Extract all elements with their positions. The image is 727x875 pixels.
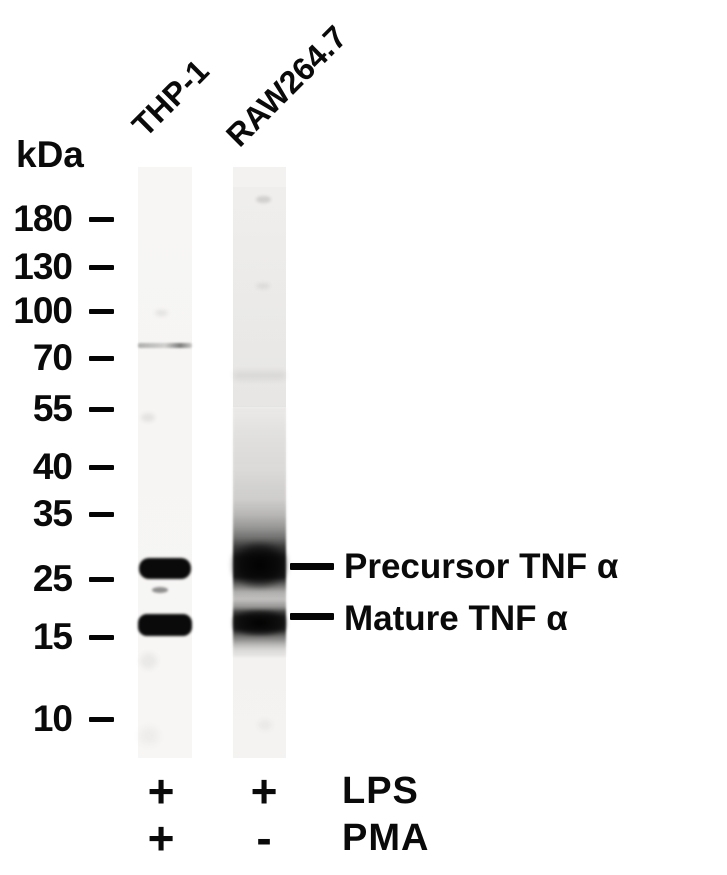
ladder-value: 100 xyxy=(13,290,73,331)
ladder-tick xyxy=(89,634,114,640)
lane-label-thp1: THP-1 xyxy=(124,52,216,144)
ladder-marker-15: 15 xyxy=(0,616,118,657)
ladder-marker-25: 25 xyxy=(0,558,118,599)
precursor-tnf-band xyxy=(231,541,288,589)
faint-spot xyxy=(155,310,168,316)
precursor-tnf-band xyxy=(139,558,191,579)
precursor-pointer-line xyxy=(290,563,334,570)
ladder-tick xyxy=(89,308,114,314)
faint-spot xyxy=(258,720,272,730)
ladder-tick xyxy=(89,264,114,270)
ladder-marker-55: 55 xyxy=(0,388,118,429)
ladder-marker-180: 180 xyxy=(0,198,118,239)
ladder-marker-40: 40 xyxy=(0,446,118,487)
mature-tnf-band xyxy=(138,614,192,636)
ladder-tick xyxy=(89,355,114,361)
ladder-marker-100: 100 xyxy=(0,290,118,331)
kda-unit-label: kDa xyxy=(16,134,84,175)
faint-nonspecific-band xyxy=(138,343,192,348)
lane-label-raw2647: RAW264.7 xyxy=(218,18,354,154)
ladder-value: 70 xyxy=(32,337,73,378)
lps-value-thp1: + xyxy=(147,765,175,817)
ladder-marker-35: 35 xyxy=(0,493,118,534)
faint-spot xyxy=(141,413,155,422)
mature-band-label: Mature TNF α xyxy=(344,599,568,638)
ladder-value: 15 xyxy=(32,616,73,657)
ladder-tick xyxy=(89,406,114,412)
faint-spot xyxy=(256,283,270,289)
ladder-marker-70: 70 xyxy=(0,337,118,378)
ladder-value: 55 xyxy=(32,388,73,429)
ladder-tick xyxy=(89,511,114,517)
ladder-tick xyxy=(89,464,114,470)
ladder-value: 35 xyxy=(32,493,73,534)
blot-lane-raw2647 xyxy=(231,167,288,758)
ladder-value: 40 xyxy=(32,446,73,487)
lps-value-raw2647: + xyxy=(250,765,278,817)
pma-value-raw2647: - xyxy=(256,812,272,864)
blot-lane-thp1 xyxy=(138,167,192,758)
ladder-marker-130: 130 xyxy=(0,246,118,287)
faint-spot xyxy=(256,196,271,203)
mature-pointer-line xyxy=(290,613,334,620)
lps-row-label: LPS xyxy=(342,770,419,812)
faint-spot xyxy=(152,587,168,593)
ladder-tick xyxy=(89,216,114,222)
ladder-value: 130 xyxy=(13,246,73,287)
precursor-band-label: Precursor TNF α xyxy=(344,547,619,586)
ladder-tick xyxy=(89,716,114,722)
ladder-marker-10: 10 xyxy=(0,698,118,739)
ladder-value: 25 xyxy=(32,558,73,599)
mature-tnf-band xyxy=(232,610,287,636)
ladder-tick xyxy=(89,576,114,582)
ladder-value: 10 xyxy=(32,698,73,739)
faint-spot xyxy=(139,727,159,745)
pma-value-thp1: + xyxy=(147,812,175,864)
faint-band xyxy=(233,371,286,380)
pma-row-label: PMA xyxy=(342,817,430,859)
ladder-value: 180 xyxy=(13,198,73,239)
faint-spot xyxy=(140,653,157,669)
background-wash xyxy=(233,187,286,407)
